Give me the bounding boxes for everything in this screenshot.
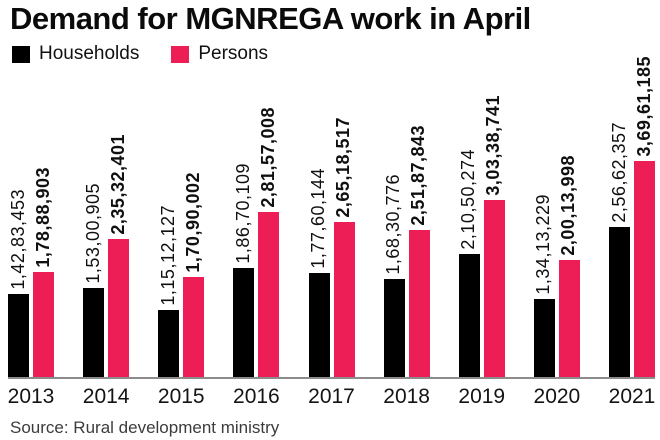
- bar-households-2021: [609, 227, 630, 378]
- bar-persons-2019: [483, 200, 505, 378]
- bar-column-persons-2017: 2,65,18,517: [333, 116, 355, 378]
- value-label-persons-2018: 2,51,87,843: [408, 124, 429, 226]
- bar-column-persons-2013: 1,78,88,903: [33, 167, 54, 378]
- bar-column-persons-2019: 3,03,38,741: [483, 94, 505, 378]
- x-tick-2015: 2015: [157, 385, 205, 409]
- value-label-households-2016: 1,86,70,109: [232, 162, 253, 264]
- value-label-persons-2019: 3,03,38,741: [483, 94, 504, 196]
- value-label-persons-2016: 2,81,57,008: [257, 106, 278, 208]
- bar-column-persons-2020: 2,00,13,998: [558, 154, 580, 378]
- bar-column-households-2017: 1,77,60,144: [308, 167, 330, 378]
- bar-chart: 1,42,83,453 1,78,88,903 1,53,00,905 2,35,32…: [7, 56, 656, 409]
- bar-column-households-2021: 2,56,62,357: [609, 122, 630, 378]
- bar-column-households-2020: 1,34,13,229: [533, 193, 555, 378]
- bar-column-persons-2014: 2,35,32,401: [107, 133, 130, 378]
- bar-persons-2016: [258, 212, 280, 378]
- bar-persons-2020: [558, 260, 580, 378]
- value-label-persons-2013: 1,78,88,903: [32, 166, 53, 268]
- bar-households-2015: [158, 310, 180, 378]
- bar-column-households-2016: 1,86,70,109: [232, 162, 255, 378]
- value-label-persons-2014: 2,35,32,401: [107, 133, 128, 235]
- value-label-households-2018: 1,68,30,776: [383, 173, 404, 275]
- bar-persons-2015: [183, 277, 205, 378]
- bar-persons-2013: [33, 272, 54, 378]
- bar-column-households-2015: 1,15,12,127: [157, 204, 180, 378]
- bar-group-2015: 1,15,12,127 1,70,90,002: [157, 171, 205, 378]
- bar-column-households-2013: 1,42,83,453: [8, 189, 29, 378]
- households-swatch-icon: [12, 45, 30, 63]
- value-label-persons-2021: 3,69,61,185: [633, 55, 654, 157]
- x-tick-2020: 2020: [533, 385, 581, 409]
- x-tick-2013: 2013: [7, 385, 55, 409]
- value-label-households-2020: 1,34,13,229: [533, 193, 554, 295]
- bar-group-2016: 1,86,70,109 2,81,57,008: [232, 106, 280, 378]
- bar-households-2013: [8, 294, 29, 378]
- legend-item-persons: Persons: [171, 43, 268, 65]
- value-label-persons-2020: 2,00,13,998: [558, 154, 579, 256]
- bar-group-2014: 1,53,00,905 2,35,32,401: [82, 133, 130, 378]
- bars-row: 1,42,83,453 1,78,88,903 1,53,00,905 2,35,32…: [8, 56, 655, 378]
- value-label-households-2015: 1,15,12,127: [157, 204, 178, 306]
- value-label-households-2021: 2,56,62,357: [608, 121, 629, 223]
- legend: Households Persons: [12, 43, 660, 65]
- x-tick-2014: 2014: [82, 385, 130, 409]
- bar-persons-2018: [408, 230, 430, 378]
- bar-persons-2021: [634, 161, 655, 378]
- bar-households-2018: [383, 279, 405, 378]
- x-axis-line: [8, 377, 655, 380]
- value-label-households-2017: 1,77,60,144: [308, 167, 329, 269]
- x-tick-2019: 2019: [458, 385, 506, 409]
- bar-group-2020: 1,34,13,229 2,00,13,998: [533, 154, 580, 378]
- bar-column-households-2019: 2,10,50,274: [458, 148, 480, 378]
- x-tick-2016: 2016: [233, 385, 280, 409]
- legend-label-households: Households: [39, 43, 140, 65]
- bar-column-persons-2016: 2,81,57,008: [257, 106, 280, 378]
- bar-group-2019: 2,10,50,274 3,03,38,741: [458, 94, 505, 378]
- bar-group-2013: 1,42,83,453 1,78,88,903: [8, 167, 54, 378]
- bar-group-2021: 2,56,62,357 3,69,61,185: [609, 56, 655, 378]
- bar-households-2014: [83, 288, 105, 378]
- value-label-households-2019: 2,10,50,274: [458, 148, 479, 250]
- bar-persons-2014: [108, 239, 130, 378]
- bar-column-households-2014: 1,53,00,905: [82, 182, 105, 378]
- value-label-households-2013: 1,42,83,453: [7, 188, 28, 290]
- bar-households-2017: [308, 273, 330, 378]
- x-tick-2018: 2018: [383, 385, 430, 409]
- x-axis-labels: 2013 2014 2015 2016 2017 2018 2019 2020 2021: [7, 379, 656, 409]
- bar-persons-2017: [333, 222, 355, 378]
- bar-households-2019: [458, 254, 480, 378]
- bar-column-persons-2021: 3,69,61,185: [634, 56, 655, 378]
- value-label-persons-2017: 2,65,18,517: [333, 116, 354, 218]
- bar-column-persons-2018: 2,51,87,843: [408, 124, 430, 378]
- x-tick-2021: 2021: [608, 385, 656, 409]
- bar-group-2018: 1,68,30,776 2,51,87,843: [383, 124, 430, 378]
- source-note: Source: Rural development ministry: [10, 418, 280, 438]
- chart-title: Demand for MGNREGA work in April: [10, 1, 531, 36]
- x-tick-2017: 2017: [308, 385, 355, 409]
- bar-households-2020: [533, 299, 555, 378]
- value-label-persons-2015: 1,70,90,002: [182, 171, 203, 273]
- legend-label-persons: Persons: [198, 43, 269, 65]
- bar-households-2016: [233, 268, 255, 378]
- bar-group-2017: 1,77,60,144 2,65,18,517: [308, 116, 355, 378]
- persons-swatch-icon: [171, 45, 190, 63]
- legend-item-households: Households: [12, 43, 139, 65]
- bar-column-households-2018: 1,68,30,776: [383, 173, 405, 378]
- bar-column-persons-2015: 1,70,90,002: [182, 171, 205, 378]
- value-label-households-2014: 1,53,00,905: [82, 182, 103, 284]
